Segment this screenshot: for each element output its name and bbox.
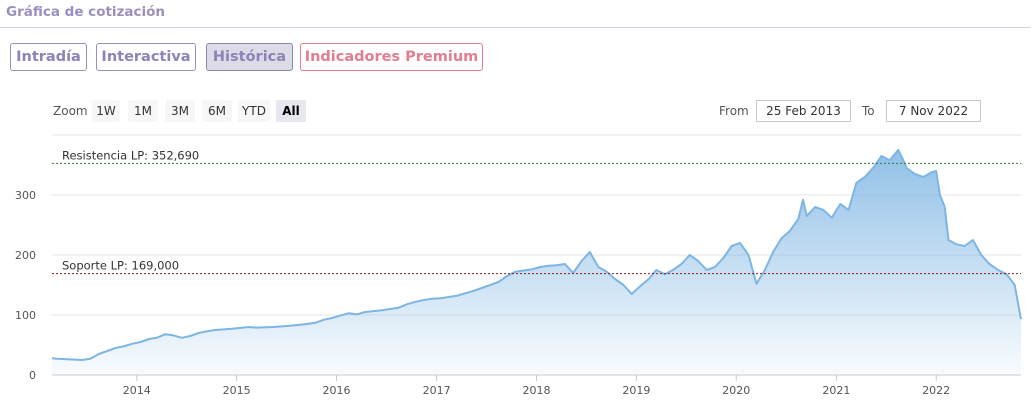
y-tick-label: 200 [15, 249, 36, 262]
x-tick-label: 2020 [722, 384, 750, 397]
price-area-fill [52, 150, 1021, 375]
y-tick-label: 0 [29, 369, 36, 382]
y-tick-label: 300 [15, 189, 36, 202]
x-tick-label: 2018 [523, 384, 551, 397]
x-tick-label: 2019 [622, 384, 650, 397]
x-tick-label: 2016 [323, 384, 351, 397]
x-tick-label: 2017 [423, 384, 451, 397]
resistance-line-label: Resistencia LP: 352,690 [62, 148, 199, 162]
support-line-label: Soporte LP: 169,000 [62, 259, 179, 273]
y-tick-label: 100 [15, 309, 36, 322]
x-tick-label: 2022 [922, 384, 950, 397]
x-tick-label: 2021 [822, 384, 850, 397]
x-tick-label: 2014 [123, 384, 151, 397]
x-tick-label: 2015 [223, 384, 251, 397]
